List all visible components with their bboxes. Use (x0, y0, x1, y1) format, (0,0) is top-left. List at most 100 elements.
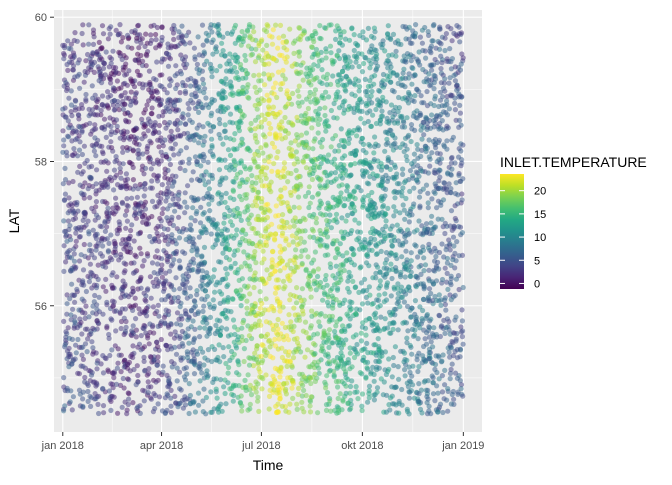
data-point (207, 280, 212, 285)
data-point (460, 318, 465, 323)
data-point (79, 331, 84, 336)
data-point (201, 315, 206, 320)
data-point (271, 56, 276, 61)
data-point (433, 191, 438, 196)
data-point (124, 145, 129, 150)
data-point (177, 286, 182, 291)
data-point (83, 97, 88, 102)
data-point (403, 196, 408, 201)
data-point (431, 391, 436, 396)
data-point (219, 192, 224, 197)
data-point (372, 214, 377, 219)
data-point (370, 226, 375, 231)
data-point (123, 245, 128, 250)
data-point (289, 363, 294, 368)
data-point (148, 384, 153, 389)
data-point (196, 391, 201, 396)
data-point (319, 67, 324, 72)
data-point (92, 149, 97, 154)
data-point (328, 44, 333, 49)
data-point (298, 254, 303, 259)
data-point (108, 139, 113, 144)
data-point (230, 120, 235, 125)
data-point (163, 171, 168, 176)
data-point (196, 101, 201, 106)
data-point (410, 34, 415, 39)
data-point (193, 91, 198, 96)
data-point (219, 311, 224, 316)
data-point (180, 160, 185, 165)
data-point (178, 90, 183, 95)
data-point (229, 31, 234, 36)
data-point (315, 410, 320, 415)
data-point (328, 265, 333, 270)
data-point (122, 268, 127, 273)
data-point (420, 48, 425, 53)
data-point (389, 143, 394, 148)
data-point (301, 140, 306, 145)
data-point (143, 293, 148, 298)
data-point (334, 335, 339, 340)
data-point (276, 70, 281, 75)
data-point (385, 206, 390, 211)
data-point (218, 179, 223, 184)
data-point (130, 400, 135, 405)
data-point (311, 269, 316, 274)
data-point (194, 209, 199, 214)
data-point (223, 226, 228, 231)
data-point (165, 106, 170, 111)
data-point (100, 102, 105, 107)
data-point (415, 142, 420, 147)
data-point (152, 406, 157, 411)
data-point (418, 154, 423, 159)
data-point (82, 144, 87, 149)
data-point (202, 297, 207, 302)
data-point (394, 49, 399, 54)
data-point (244, 196, 249, 201)
data-point (419, 137, 424, 142)
data-point (379, 109, 384, 114)
data-point (453, 216, 458, 221)
data-point (209, 74, 214, 79)
data-point (291, 239, 296, 244)
data-point (285, 274, 290, 279)
data-point (311, 257, 316, 262)
data-point (306, 205, 311, 210)
data-point (136, 306, 141, 311)
data-point (227, 247, 232, 252)
data-point (285, 170, 290, 175)
data-point (97, 40, 102, 45)
data-point (307, 117, 312, 122)
data-point (317, 165, 322, 170)
data-point (209, 66, 214, 71)
data-point (326, 207, 331, 212)
data-point (460, 230, 465, 235)
data-point (333, 359, 338, 364)
data-point (217, 167, 222, 172)
data-point (155, 193, 160, 198)
data-point (253, 133, 258, 138)
data-point (264, 296, 269, 301)
data-point (151, 76, 156, 81)
data-point (146, 98, 151, 103)
data-point (324, 243, 329, 248)
data-point (292, 188, 297, 193)
data-point (349, 246, 354, 251)
data-point (244, 306, 249, 311)
data-point (341, 203, 346, 208)
data-point (228, 79, 233, 84)
data-point (173, 174, 178, 179)
data-point (112, 108, 117, 113)
data-point (444, 98, 449, 103)
data-point (198, 205, 203, 210)
data-point (80, 152, 85, 157)
data-point (360, 29, 365, 34)
data-point (424, 342, 429, 347)
data-point (436, 104, 441, 109)
data-point (400, 172, 405, 177)
data-point (334, 281, 339, 286)
data-point (252, 277, 257, 282)
data-point (83, 92, 88, 97)
data-point (239, 326, 244, 331)
data-point (200, 53, 205, 58)
